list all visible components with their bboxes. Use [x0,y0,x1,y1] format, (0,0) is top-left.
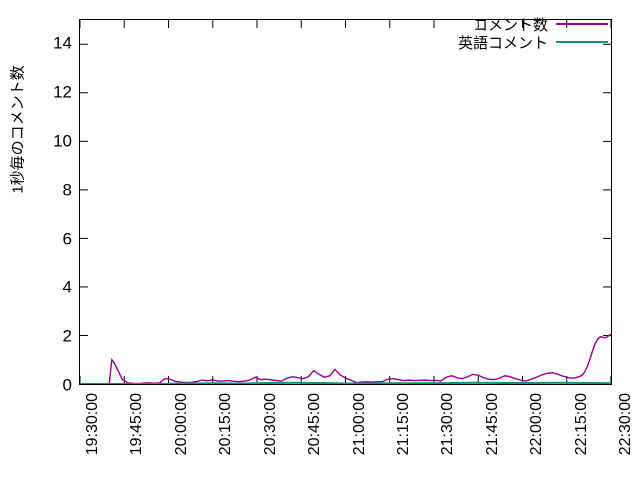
x-tick-label-10: 22:00:00 [528,393,546,456]
plot-area [79,19,612,385]
x-tick-label-3: 20:15:00 [217,393,235,456]
y-axis-tick-labels: 0 2 4 6 8 10 12 14 [0,19,72,394]
x-tick-label-12: 22:30:00 [617,393,634,456]
legend-swatch-1 [556,41,608,43]
y-tick-label-0: 0 [62,375,72,395]
x-tick-label-8: 21:30:00 [439,393,457,456]
y-tick-label-4: 4 [62,277,72,297]
x-tick-label-5: 20:45:00 [306,393,324,456]
legend-label-0: コメント数 [472,16,548,34]
x-tick-label-11: 22:15:00 [572,393,590,456]
legend-item-1: 英語コメント [440,33,608,52]
legend-item-0: コメント数 [440,15,608,34]
x-tick-label-1: 19:45:00 [128,393,146,456]
y-tick-label-12: 12 [53,82,72,102]
x-tick-label-6: 21:00:00 [350,393,368,456]
x-tick-label-9: 21:45:00 [483,393,501,456]
x-tick-label-7: 21:15:00 [394,393,412,456]
y-tick-label-10: 10 [53,131,72,151]
x-tick-label-0: 19:30:00 [84,393,101,456]
legend-label-1: 英語コメント [457,34,548,52]
x-axis-tick-labels: 19:30:00 19:45:00 20:00:00 20:15:00 20:30:00… [79,385,634,480]
x-tick-label-4: 20:30:00 [261,393,279,456]
chart-legend: コメント数 英語コメント [440,15,608,52]
y-tick-label-8: 8 [62,180,72,200]
plot-svg [80,20,611,384]
y-tick-label-2: 2 [62,326,72,346]
series-line-1 [80,383,611,384]
x-tick-label-2: 20:00:00 [172,393,190,456]
legend-swatch-0 [556,23,608,25]
y-tick-label-6: 6 [62,229,72,249]
y-tick-label-14: 14 [53,33,72,53]
